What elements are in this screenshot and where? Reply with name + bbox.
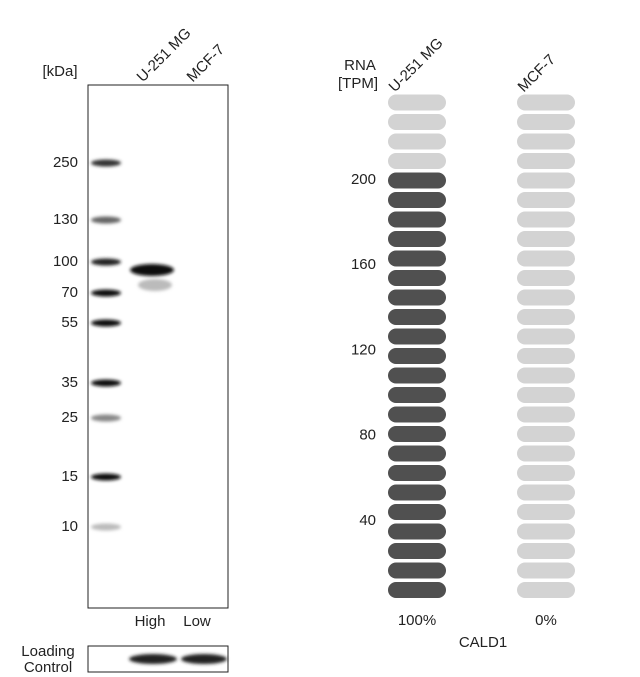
rna-pill	[517, 348, 575, 364]
blot-panel	[87, 84, 229, 609]
rna-pill	[388, 348, 446, 364]
rna-pill	[388, 387, 446, 403]
marker-label: 55	[61, 314, 78, 331]
rna-pill	[388, 445, 446, 462]
tpm-tick-label: 160	[351, 256, 376, 273]
marker-label: 35	[61, 374, 78, 391]
marker-label: 100	[53, 253, 78, 270]
marker-band	[91, 159, 121, 167]
rna-pill	[388, 133, 446, 150]
rna-pill	[517, 133, 575, 150]
rna-pill	[388, 504, 446, 520]
sample-label: U-251 MG	[386, 35, 447, 96]
marker-label: 10	[61, 518, 78, 535]
lane-label: MCF-7	[184, 41, 228, 85]
rna-pill	[388, 465, 446, 481]
tpm-tick-label: 200	[351, 171, 376, 188]
loading-label: Control	[24, 659, 72, 676]
rna-pill	[388, 562, 446, 579]
marker-label: 70	[61, 284, 78, 301]
rna-pill	[517, 582, 575, 598]
rna-pill	[388, 582, 446, 598]
rna-pill	[388, 94, 446, 111]
rna-pill	[517, 445, 575, 462]
rna-pill	[388, 172, 446, 189]
percent-label: 0%	[535, 612, 557, 629]
marker-band	[91, 258, 121, 266]
rna-pill	[517, 406, 575, 423]
rna-pill	[388, 406, 446, 423]
rna-pill	[517, 172, 575, 189]
loading-band	[129, 654, 177, 664]
rna-pill	[517, 231, 575, 247]
loading-band	[181, 654, 227, 664]
tpm-tick-label: 40	[359, 512, 376, 529]
rna-axis-title: [TPM]	[338, 75, 378, 92]
marker-band	[91, 473, 121, 481]
rna-pill	[517, 543, 575, 559]
rna-pill	[517, 114, 575, 130]
rna-pill	[388, 192, 446, 208]
marker-label: 130	[53, 211, 78, 228]
rna-pill	[388, 153, 446, 169]
rna-pill	[388, 543, 446, 559]
rna-pill	[517, 562, 575, 579]
rna-pill	[388, 250, 446, 267]
rna-pill	[388, 484, 446, 501]
rna-pill	[517, 211, 575, 228]
rna-pill	[517, 387, 575, 403]
rna-pill	[517, 309, 575, 325]
marker-band	[91, 319, 121, 327]
marker-band	[91, 414, 121, 422]
marker-band	[91, 216, 121, 224]
rna-pill	[388, 523, 446, 540]
loading-label: Loading	[21, 643, 74, 660]
rna-pill	[517, 250, 575, 267]
marker-label: 25	[61, 409, 78, 426]
rna-pill	[388, 426, 446, 442]
rna-pill	[388, 309, 446, 325]
rna-pill	[517, 328, 575, 345]
rna-pill	[388, 328, 446, 345]
blot-band	[130, 264, 174, 276]
rna-pill	[388, 270, 446, 286]
marker-band	[91, 289, 121, 297]
tpm-tick-label: 80	[359, 427, 376, 444]
percent-label: 100%	[398, 612, 436, 629]
marker-band	[91, 379, 121, 387]
rna-pill	[517, 94, 575, 111]
sample-label: MCF-7	[515, 51, 559, 95]
gene-label: CALD1	[459, 634, 507, 651]
rna-pill	[388, 367, 446, 384]
rna-pill	[517, 192, 575, 208]
rna-pill	[517, 270, 575, 286]
rna-pill	[388, 231, 446, 247]
unit-label: [kDa]	[42, 63, 77, 80]
rna-pill	[517, 289, 575, 306]
marker-label: 15	[61, 468, 78, 485]
blot-smear	[138, 279, 172, 291]
rna-pill	[517, 523, 575, 540]
rna-pill	[517, 465, 575, 481]
rna-axis-title: RNA	[344, 57, 376, 74]
rna-pill	[388, 211, 446, 228]
level-label: Low	[183, 613, 211, 630]
rna-pill	[388, 114, 446, 130]
marker-band	[91, 523, 121, 531]
rna-pill	[517, 153, 575, 169]
marker-label: 250	[53, 154, 78, 171]
rna-pill	[517, 426, 575, 442]
tpm-tick-label: 120	[351, 341, 376, 358]
rna-pill	[517, 504, 575, 520]
rna-pill	[517, 484, 575, 501]
rna-pill	[388, 289, 446, 306]
rna-pill	[517, 367, 575, 384]
level-label: High	[135, 613, 166, 630]
